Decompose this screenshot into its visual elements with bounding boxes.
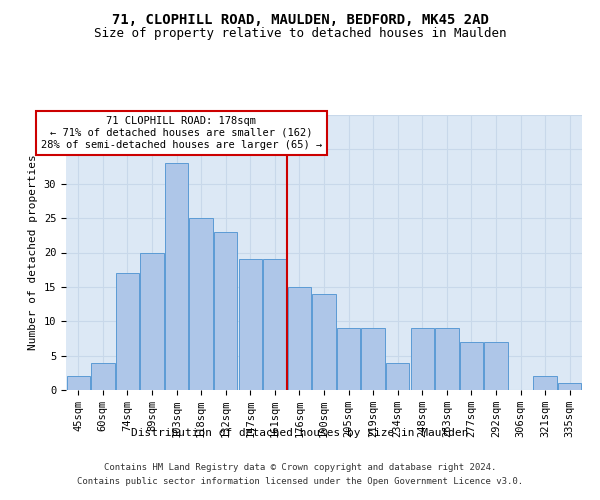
- Bar: [288, 287, 311, 390]
- Bar: [435, 328, 458, 390]
- Bar: [165, 163, 188, 390]
- Bar: [214, 232, 238, 390]
- Text: Distribution of detached houses by size in Maulden: Distribution of detached houses by size …: [131, 428, 469, 438]
- Bar: [410, 328, 434, 390]
- Text: Contains public sector information licensed under the Open Government Licence v3: Contains public sector information licen…: [77, 476, 523, 486]
- Bar: [190, 218, 213, 390]
- Bar: [67, 376, 90, 390]
- Y-axis label: Number of detached properties: Number of detached properties: [28, 154, 38, 350]
- Bar: [484, 342, 508, 390]
- Text: Contains HM Land Registry data © Crown copyright and database right 2024.: Contains HM Land Registry data © Crown c…: [104, 463, 496, 472]
- Bar: [361, 328, 385, 390]
- Bar: [337, 328, 360, 390]
- Text: 71 CLOPHILL ROAD: 178sqm
← 71% of detached houses are smaller (162)
28% of semi-: 71 CLOPHILL ROAD: 178sqm ← 71% of detach…: [41, 116, 322, 150]
- Bar: [460, 342, 483, 390]
- Bar: [386, 362, 409, 390]
- Bar: [140, 252, 164, 390]
- Text: Size of property relative to detached houses in Maulden: Size of property relative to detached ho…: [94, 28, 506, 40]
- Bar: [91, 362, 115, 390]
- Bar: [116, 273, 139, 390]
- Bar: [239, 260, 262, 390]
- Bar: [263, 260, 287, 390]
- Text: 71, CLOPHILL ROAD, MAULDEN, BEDFORD, MK45 2AD: 71, CLOPHILL ROAD, MAULDEN, BEDFORD, MK4…: [112, 12, 488, 26]
- Bar: [558, 383, 581, 390]
- Bar: [313, 294, 335, 390]
- Bar: [533, 376, 557, 390]
